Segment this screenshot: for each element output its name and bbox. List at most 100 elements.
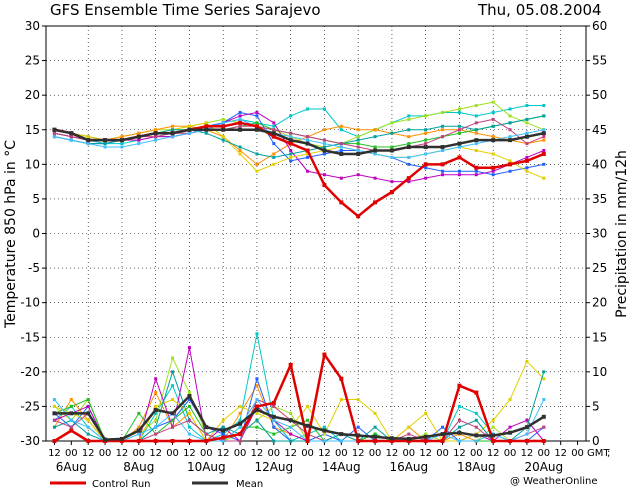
right-tick-label: 50	[592, 88, 607, 102]
precipitation-member-line-point	[255, 418, 259, 422]
temperature-member-line-point	[457, 128, 461, 132]
precipitation-member-line-point	[272, 432, 276, 436]
precipitation-mean-line-point	[373, 434, 378, 439]
x-hour-label: 00	[99, 448, 112, 459]
precipitation-member-line-point	[154, 377, 158, 381]
temperature-member-line-point	[272, 128, 276, 132]
right-tick-label: 15	[592, 330, 607, 344]
temperature-member-line-point	[255, 114, 259, 118]
temperature-member-line	[54, 111, 545, 183]
temperature-member-line-point	[390, 180, 394, 184]
temperature-member-line-point	[491, 169, 495, 173]
precipitation-member-line-point	[491, 418, 495, 422]
temperature-member-line-point	[272, 152, 276, 156]
temperature-member-line-point	[491, 124, 495, 128]
temperature-member-line-point	[255, 152, 259, 156]
grid-lines	[46, 26, 586, 441]
precipitation-control-line-point	[204, 439, 209, 443]
precipitation-control-line	[53, 353, 544, 443]
precipitation-control-line-point	[238, 432, 243, 437]
temperature-member-line-point	[474, 104, 478, 108]
precipitation-member-line-point	[187, 391, 191, 395]
temperature-member-line-point	[221, 135, 225, 139]
control-and-mean-lines	[52, 120, 546, 443]
temperature-member-line	[54, 125, 544, 165]
precipitation-member-line-point	[154, 404, 158, 408]
temperature-member-line-point	[238, 152, 242, 156]
temperature-member-line-point	[491, 100, 495, 104]
temperature-member-line-point	[508, 169, 512, 173]
temperature-member-line-point	[322, 107, 326, 111]
temperature-member-line-point	[356, 145, 360, 149]
precipitation-mean-line-point	[423, 434, 428, 439]
x-hour-label: 00	[402, 448, 415, 459]
precipitation-control-line-point	[187, 439, 192, 443]
temperature-member-line-point	[441, 124, 445, 128]
left-tick-label: -5	[28, 261, 40, 275]
precipitation-member-line-point	[322, 439, 326, 443]
precipitation-member-line-point	[238, 425, 242, 429]
precipitation-control-line-point	[339, 376, 344, 381]
gmt-suffix: ;	[607, 448, 610, 459]
temperature-member-line-point	[103, 142, 107, 146]
precipitation-member-line-point	[154, 391, 158, 395]
temperature-control-line-point	[322, 183, 327, 188]
temperature-member-line	[54, 105, 544, 145]
temperature-control-line-point	[423, 162, 428, 167]
x-hour-label: 00	[571, 448, 584, 459]
temperature-member-line-point	[221, 138, 225, 142]
temperature-control-line-point	[491, 165, 496, 170]
temperature-member-line-point	[508, 135, 512, 139]
precipitation-member-line-point	[474, 411, 478, 415]
temperature-member-line-point	[306, 135, 310, 139]
temperature-mean-line-point	[322, 148, 327, 153]
precipitation-member-line-point	[69, 418, 73, 422]
precipitation-mean-line-point	[119, 436, 124, 441]
precipitation-member-line-point	[171, 418, 175, 422]
temperature-control-line-point	[204, 124, 209, 129]
temperature-member-line-point	[390, 121, 394, 125]
legend: Control Run Mean	[50, 479, 263, 489]
temperature-mean-line-point	[69, 131, 74, 136]
temperature-mean-line-point	[440, 145, 445, 150]
precipitation-member-line-point	[289, 439, 293, 443]
temperature-member-line-point	[491, 152, 495, 156]
temperature-control-line-point	[440, 162, 445, 167]
left-axis-label: Temperature 850 hPa in °C	[3, 140, 19, 329]
left-tick-label: -25	[20, 399, 40, 413]
temperature-member-line-point	[525, 169, 529, 173]
temperature-mean-line-point	[305, 141, 310, 146]
gmt-label: GMT	[587, 448, 610, 459]
temperature-member-line-point	[424, 131, 428, 135]
temperature-member-line-point	[407, 162, 411, 166]
x-date-label: 20Aug	[524, 460, 563, 474]
x-date-label: 8Aug	[123, 460, 154, 474]
temperature-member-line-point	[339, 128, 343, 132]
precipitation-mean-line-point	[271, 414, 276, 419]
temperature-member-line-point	[457, 107, 461, 111]
temperature-mean-line-point	[389, 148, 394, 153]
precipitation-mean-line-point	[221, 428, 226, 433]
precipitation-member-line-point	[255, 425, 259, 429]
precipitation-member-line-point	[52, 398, 56, 401]
temperature-member-line-point	[238, 110, 242, 114]
x-hour-label: 12	[453, 448, 466, 459]
precipitation-member-line-point	[171, 425, 175, 429]
x-date-label: 16Aug	[389, 460, 428, 474]
temperature-member-line-point	[238, 124, 242, 128]
temperature-mean-line-point	[153, 131, 158, 136]
precipitation-control-line-point	[86, 439, 91, 443]
temperature-mean-line	[54, 128, 545, 156]
temperature-member-line-point	[508, 107, 512, 111]
precipitation-member-line-point	[407, 432, 411, 436]
temperature-member-line	[54, 118, 544, 158]
temperature-member-line-point	[339, 145, 343, 149]
temperature-member-line-point	[306, 138, 310, 142]
temperature-member-line-point	[255, 162, 259, 166]
temperature-mean-line-point	[52, 127, 57, 132]
precipitation-member-line-point	[542, 377, 546, 381]
precipitation-member-line-point	[339, 439, 343, 443]
temperature-member-line-point	[373, 135, 377, 139]
temperature-control-line-point	[457, 155, 462, 160]
precipitation-member-line-point	[542, 398, 546, 401]
